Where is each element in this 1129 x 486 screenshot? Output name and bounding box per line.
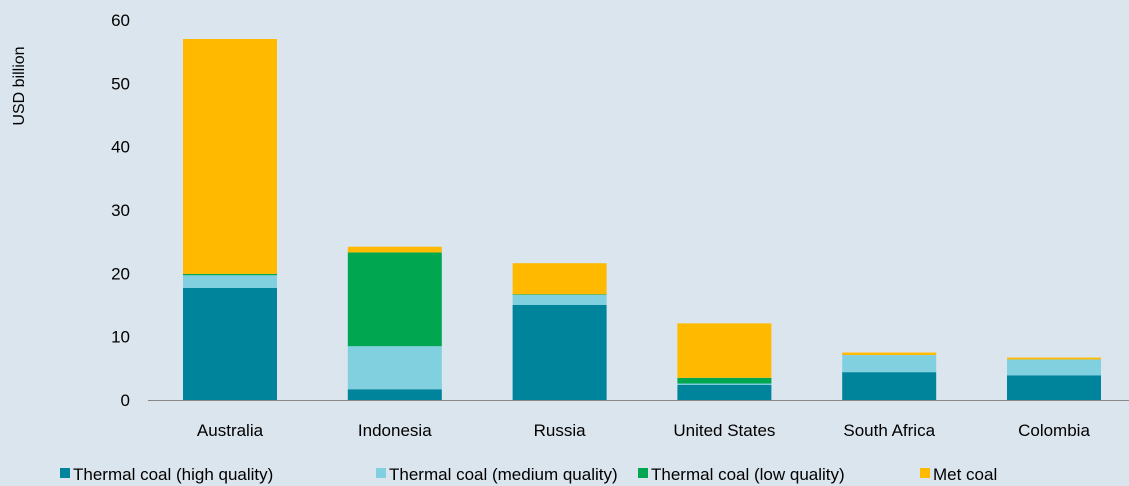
y-axis-ticks: 0 10 20 30 40 50 60 bbox=[111, 11, 130, 410]
bar-stack-russia bbox=[512, 263, 607, 400]
y-axis-label: USD billion bbox=[11, 46, 28, 125]
bar-segment bbox=[1007, 375, 1101, 400]
bar-segment bbox=[842, 372, 937, 400]
legend-item: Thermal coal (medium quality) bbox=[376, 465, 618, 484]
bar-segment bbox=[512, 263, 607, 295]
bar-segment bbox=[677, 383, 772, 385]
y-tick-label: 40 bbox=[111, 138, 130, 157]
bar-stack-united-states bbox=[677, 323, 772, 400]
bar-segment bbox=[347, 346, 442, 390]
legend-swatch bbox=[376, 468, 386, 478]
legend-swatch bbox=[638, 468, 648, 478]
bar-segment bbox=[512, 294, 607, 295]
legend-swatch bbox=[920, 468, 930, 478]
bar-segment bbox=[677, 323, 772, 378]
legend-item: Thermal coal (high quality) bbox=[60, 465, 273, 484]
bar-segment bbox=[183, 39, 277, 274]
legend-swatch bbox=[60, 468, 70, 478]
x-tick-label: South Africa bbox=[843, 421, 935, 440]
y-tick-label: 60 bbox=[111, 11, 130, 30]
x-tick-label: Colombia bbox=[1018, 421, 1090, 440]
y-tick-label: 10 bbox=[111, 328, 130, 347]
bar-segment bbox=[347, 389, 442, 400]
bar-stack-australia bbox=[183, 39, 277, 400]
legend: Thermal coal (high quality) Thermal coal … bbox=[60, 465, 997, 484]
bar-stack-south-africa bbox=[842, 352, 937, 400]
x-tick-label: United States bbox=[673, 421, 775, 440]
bar-segment bbox=[842, 352, 937, 356]
bar-segment bbox=[512, 294, 607, 305]
bars bbox=[183, 39, 1101, 400]
bar-stack-colombia bbox=[1007, 357, 1101, 400]
x-axis-ticks: Australia Indonesia Russia United States Sou… bbox=[197, 421, 1091, 440]
x-tick-label: Indonesia bbox=[358, 421, 432, 440]
bar-segment bbox=[183, 275, 277, 288]
y-tick-label: 0 bbox=[121, 391, 130, 410]
legend-label: Thermal coal (medium quality) bbox=[389, 465, 618, 484]
bar-segment bbox=[842, 355, 937, 373]
x-tick-label: Russia bbox=[534, 421, 587, 440]
y-tick-label: 30 bbox=[111, 201, 130, 220]
bar-segment bbox=[512, 305, 607, 400]
bar-segment bbox=[347, 252, 442, 347]
bar-segment bbox=[1007, 359, 1101, 376]
x-tick-label: Australia bbox=[197, 421, 264, 440]
legend-item: Thermal coal (low quality) bbox=[638, 465, 845, 484]
bar-segment bbox=[1007, 357, 1101, 360]
y-tick-label: 50 bbox=[111, 74, 130, 93]
bar-segment bbox=[677, 384, 772, 400]
bar-segment bbox=[183, 287, 277, 400]
y-tick-label: 20 bbox=[111, 264, 130, 283]
bar-segment bbox=[347, 246, 442, 253]
legend-label: Thermal coal (low quality) bbox=[651, 465, 845, 484]
legend-label: Met coal bbox=[933, 465, 997, 484]
bar-stack-indonesia bbox=[347, 246, 442, 400]
legend-label: Thermal coal (high quality) bbox=[73, 465, 273, 484]
bar-segment bbox=[677, 377, 772, 384]
bar-segment bbox=[183, 273, 277, 276]
legend-item: Met coal bbox=[920, 465, 997, 484]
